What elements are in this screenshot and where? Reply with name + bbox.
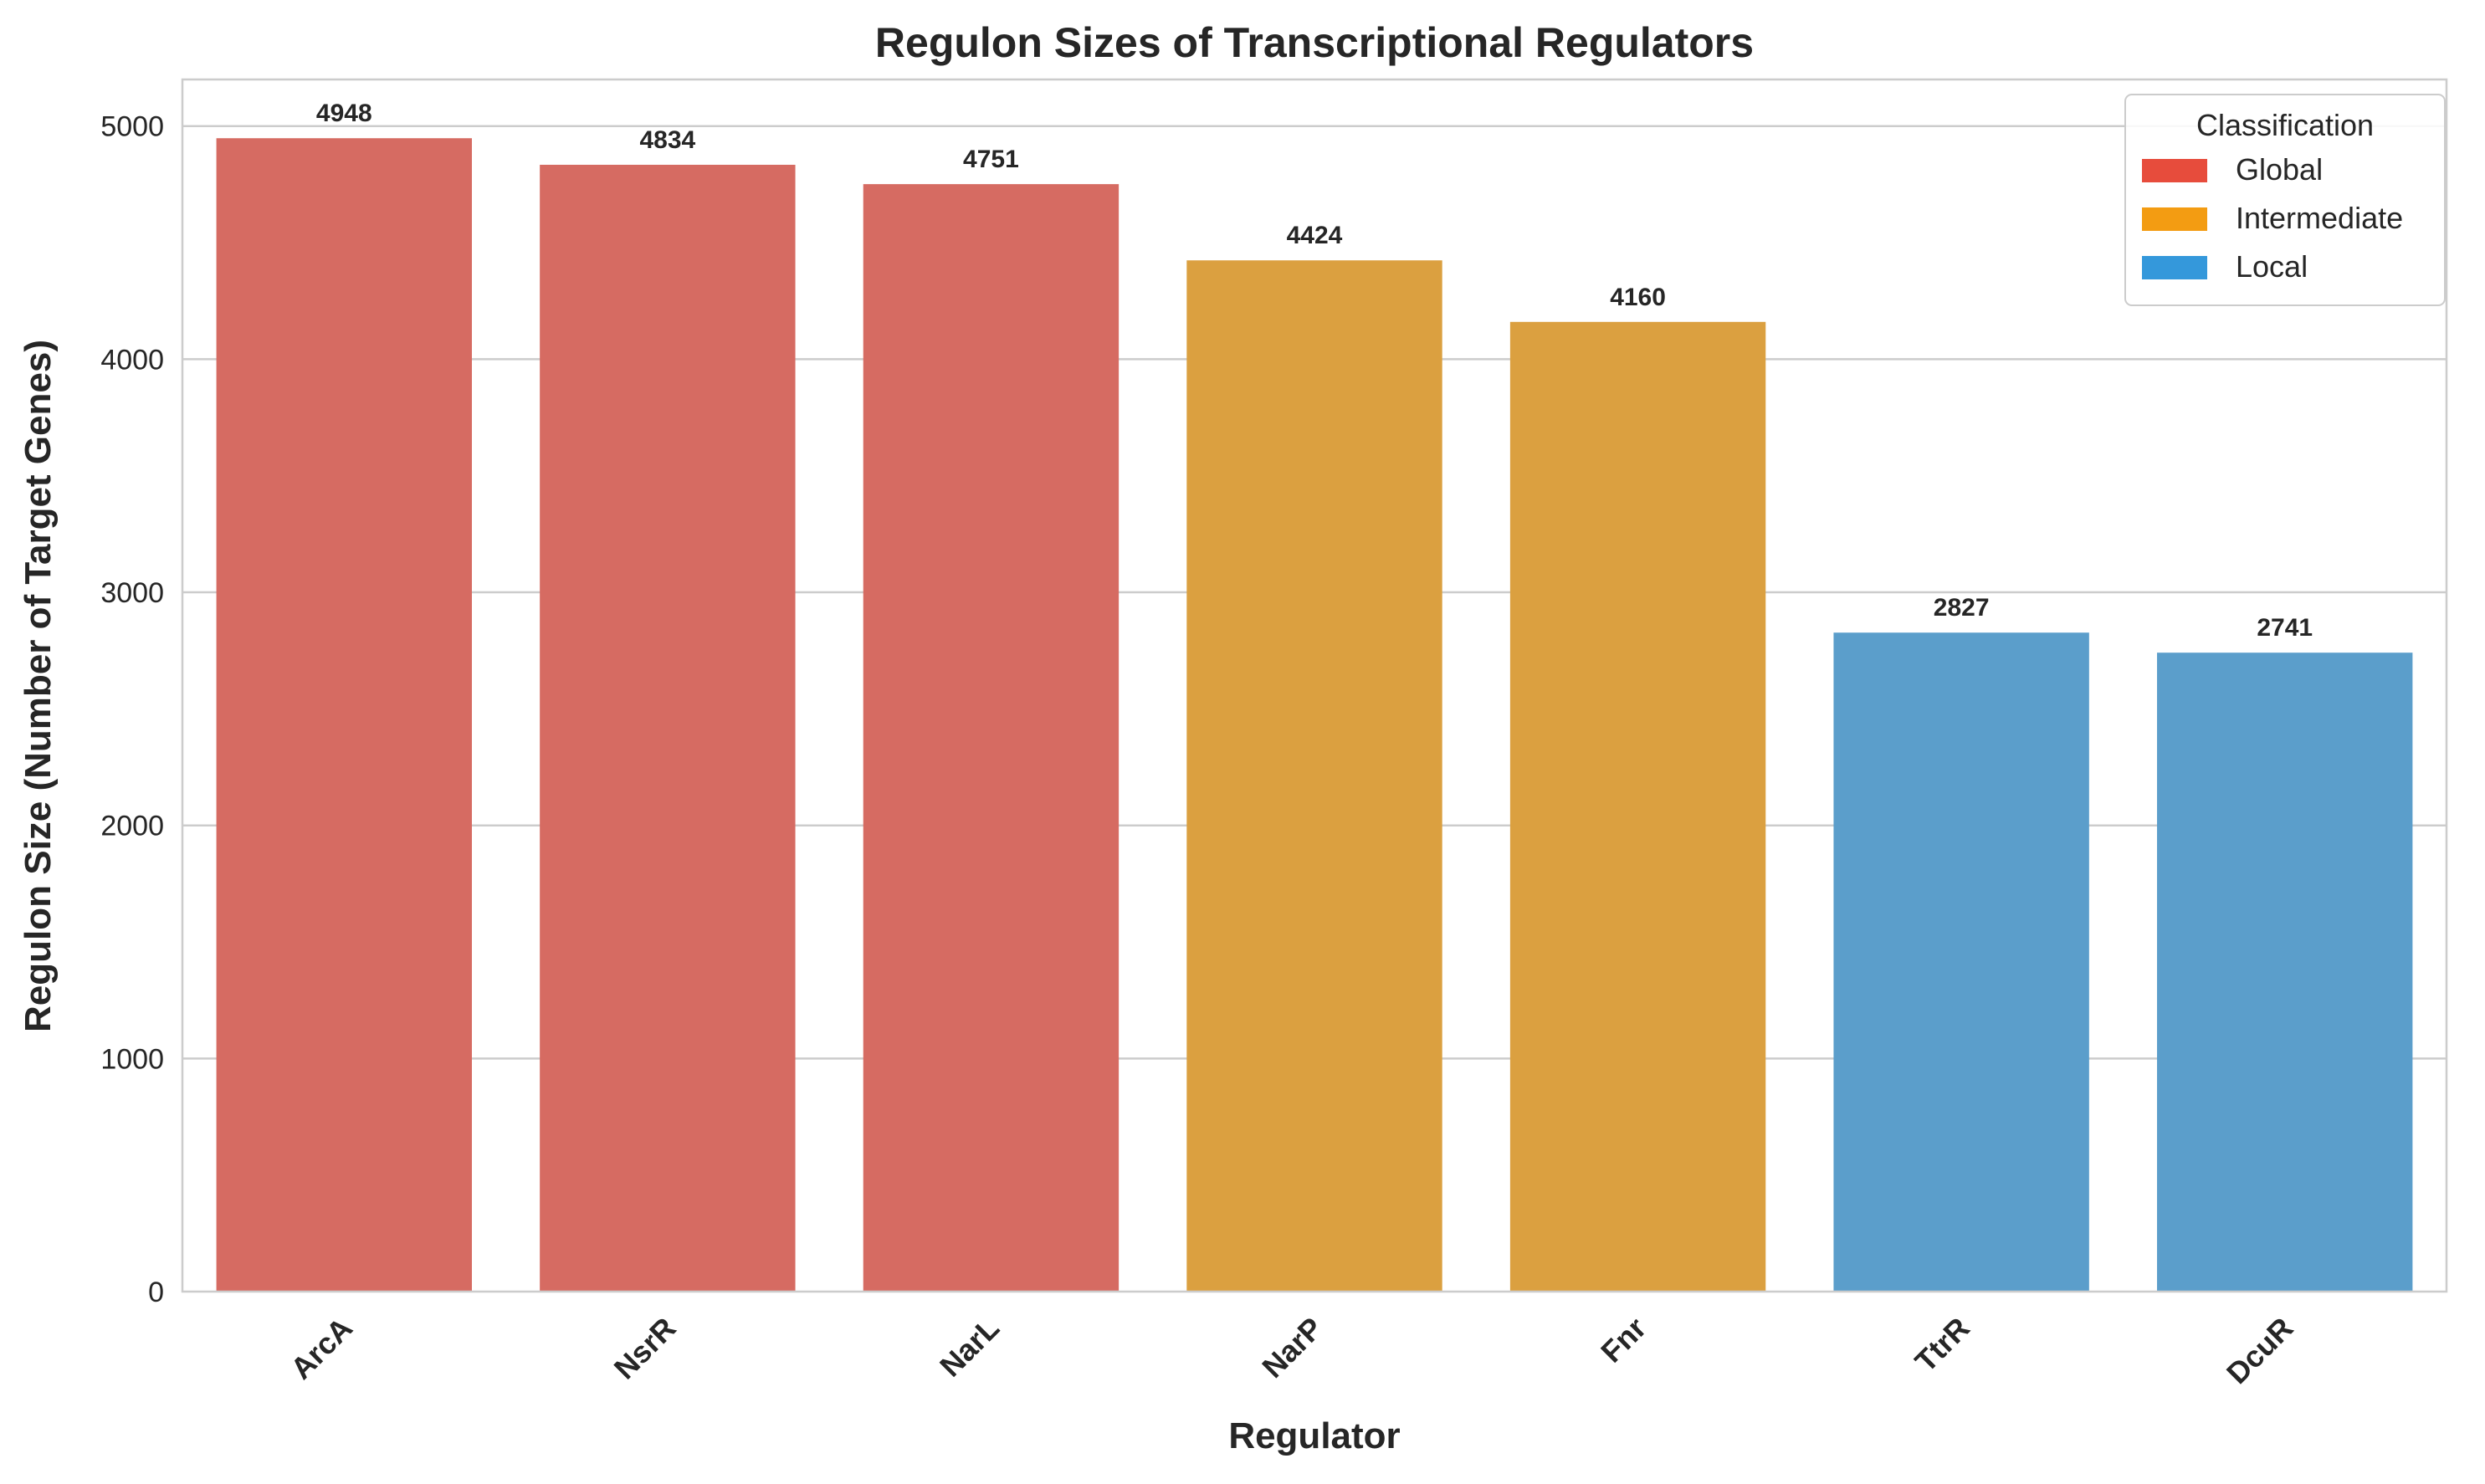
legend: Classification Global Intermediate Local: [2124, 94, 2446, 306]
bar-value-label: 2827: [1934, 594, 1990, 622]
bars: [216, 138, 2413, 1292]
bar-narp: [1186, 260, 1442, 1292]
legend-label: Global: [2236, 152, 2323, 187]
legend-label: Intermediate: [2236, 201, 2403, 235]
bar-fnr: [1509, 321, 1766, 1292]
y-tick-label: 3000: [100, 577, 164, 609]
y-tick-label: 0: [148, 1277, 164, 1308]
chart-title: Regulon Sizes of Transcriptional Regulat…: [875, 19, 1754, 66]
bar-value-labels: 4948 4834 4751 4424 4160 2827 2741: [316, 100, 2313, 642]
bar-narl: [863, 184, 1120, 1292]
bar-value-label: 4948: [316, 100, 372, 127]
bar-dcur: [2157, 652, 2413, 1292]
legend-swatch-global: [2142, 159, 2207, 182]
y-axis-ticks: 0 1000 2000 3000 4000 5000: [100, 111, 164, 1308]
legend-label: Local: [2236, 249, 2308, 284]
bar-value-label: 4424: [1287, 222, 1343, 249]
bar-value-label: 4160: [1610, 284, 1666, 311]
y-tick-label: 4000: [100, 344, 164, 376]
bar-ttrr: [1833, 632, 2089, 1292]
bar-value-label: 4751: [963, 146, 1019, 173]
y-tick-label: 5000: [100, 111, 164, 143]
bar-value-label: 2741: [2257, 614, 2313, 642]
bar-arca: [216, 138, 472, 1292]
y-tick-label: 1000: [100, 1043, 164, 1075]
y-axis-label: Regulon Size (Number of Target Genes): [18, 340, 59, 1032]
plot-border: [181, 78, 2448, 1293]
legend-box: [2124, 94, 2446, 306]
legend-swatch-intermediate: [2142, 207, 2207, 231]
legend-swatch-local: [2142, 256, 2207, 279]
legend-title: Classification: [2196, 108, 2374, 142]
legend-entries: Global Intermediate Local: [2142, 152, 2403, 284]
bar-value-label: 4834: [639, 126, 695, 154]
bar-nsrr: [540, 164, 796, 1292]
y-tick-label: 2000: [100, 811, 164, 842]
x-axis-label: Regulator: [1228, 1415, 1400, 1456]
